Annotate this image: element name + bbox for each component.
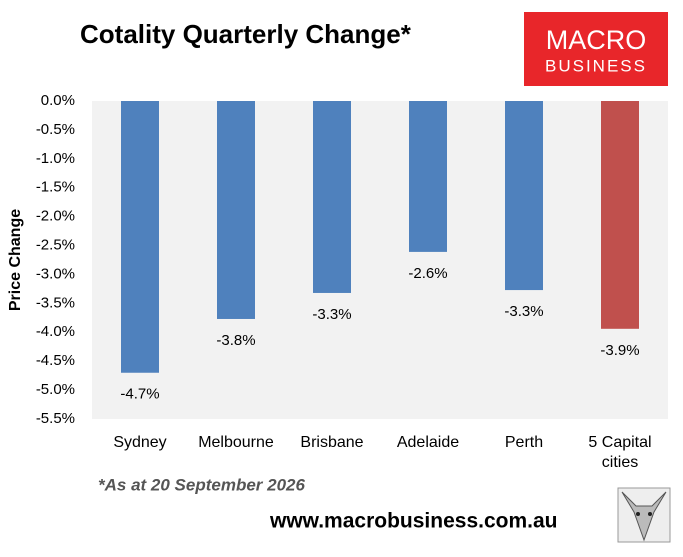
y-tick-label: -0.5%: [36, 121, 75, 138]
logo-box: [524, 12, 668, 86]
y-tick-label: -4.0%: [36, 323, 75, 340]
y-tick-label: -1.0%: [36, 150, 75, 167]
chart-title: Cotality Quarterly Change*: [80, 19, 412, 49]
y-axis-label: Price Change: [7, 209, 24, 311]
fox-icon: [617, 487, 671, 543]
x-tick-label: Adelaide: [396, 434, 460, 451]
y-tick-label: 0.0%: [41, 92, 75, 109]
y-tick-label: -5.5%: [36, 410, 75, 427]
value-label: -3.8%: [216, 332, 255, 349]
logo-line1: MACRO: [546, 25, 647, 55]
y-tick-label: -1.5%: [36, 179, 75, 196]
logo-line2: BUSINESS: [545, 56, 647, 75]
y-tick-label: -4.5%: [36, 352, 75, 369]
value-label: -3.9%: [600, 342, 639, 359]
bar: [505, 101, 543, 291]
y-tick-label: -5.0%: [36, 381, 75, 398]
bar: [121, 101, 159, 373]
y-tick-label: -3.0%: [36, 265, 75, 282]
value-label: -3.3%: [312, 306, 351, 323]
x-tick-label: Brisbane: [300, 434, 364, 451]
bar: [409, 101, 447, 252]
x-tick-label: Perth: [504, 434, 544, 451]
value-label: -3.3%: [504, 303, 543, 320]
bar: [313, 101, 351, 293]
website: www.macrobusiness.com.au: [269, 510, 557, 533]
bar: [601, 101, 639, 329]
bar: [217, 101, 255, 319]
y-tick-label: -2.5%: [36, 237, 75, 254]
x-tick-label: 5 Capital cities: [588, 434, 652, 471]
y-tick-label: -3.5%: [36, 294, 75, 311]
plot-area: [92, 101, 668, 419]
x-tick-label: Sydney: [113, 434, 167, 451]
note: *As at 20 September 2026: [98, 475, 305, 494]
value-label: -4.7%: [120, 386, 159, 403]
value-label: -2.6%: [408, 265, 447, 282]
x-tick-label: Melbourne: [198, 434, 274, 451]
y-tick-label: -2.0%: [36, 208, 75, 225]
